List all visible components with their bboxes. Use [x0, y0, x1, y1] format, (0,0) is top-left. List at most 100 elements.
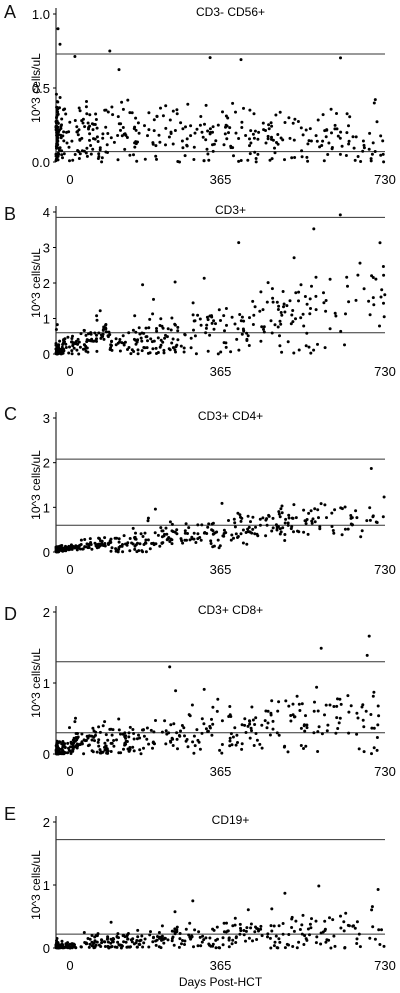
data-point: [249, 129, 253, 133]
data-point: [324, 940, 328, 944]
data-point: [189, 124, 193, 128]
data-point: [188, 714, 192, 718]
data-point: [82, 752, 86, 756]
data-point: [251, 323, 255, 326]
data-point: [198, 123, 202, 127]
data-point: [195, 728, 199, 732]
data-point: [265, 523, 269, 527]
data-point: [199, 944, 203, 948]
data-point: [313, 507, 317, 511]
data-point: [98, 730, 102, 734]
data-point: [234, 131, 238, 135]
data-point: [154, 939, 158, 943]
data-point: [159, 526, 163, 530]
data-point: [131, 937, 135, 941]
data-point: [270, 699, 274, 703]
data-point: [297, 290, 301, 294]
data-point: [336, 727, 340, 730]
data-point: [118, 349, 122, 353]
data-point: [312, 227, 316, 231]
data-point: [76, 342, 80, 346]
data-point: [358, 945, 362, 949]
data-point: [168, 520, 172, 524]
data-point: [259, 924, 263, 928]
data-point: [342, 920, 346, 924]
data-point: [176, 325, 180, 329]
data-point: [169, 132, 173, 135]
data-point: [225, 323, 228, 327]
data-point: [153, 507, 157, 511]
data-point: [89, 144, 93, 147]
data-point: [283, 121, 287, 124]
data-point: [160, 541, 164, 545]
data-point: [249, 922, 253, 926]
data-point: [185, 738, 189, 741]
data-point: [371, 694, 375, 698]
data-point: [171, 142, 175, 146]
data-point: [369, 467, 373, 470]
data-point: [77, 106, 81, 110]
data-point: [289, 322, 293, 326]
data-point: [93, 939, 97, 943]
data-point: [81, 547, 85, 551]
data-point: [56, 136, 60, 140]
data-point: [109, 343, 113, 347]
data-point: [364, 709, 368, 713]
data-point: [55, 744, 59, 748]
data-point: [132, 737, 136, 741]
data-point: [90, 934, 94, 937]
data-point: [239, 515, 242, 519]
data-point: [99, 751, 103, 755]
data-point: [146, 516, 150, 520]
data-point: [155, 327, 158, 330]
data-point: [207, 522, 211, 526]
data-point: [62, 139, 66, 143]
data-point: [315, 935, 319, 939]
data-point: [181, 146, 185, 150]
data-point: [175, 112, 179, 116]
data-point: [180, 942, 183, 946]
data-point: [372, 101, 376, 105]
data-point: [60, 939, 64, 943]
data-point: [300, 149, 304, 153]
data-point: [293, 156, 297, 159]
data-point: [215, 925, 219, 929]
data-point: [81, 117, 85, 121]
data-point: [60, 544, 64, 547]
data-point: [278, 940, 282, 944]
data-point: [62, 152, 66, 156]
data-point: [122, 341, 126, 345]
data-point: [309, 509, 313, 513]
data-point: [174, 689, 178, 693]
data-point: [273, 151, 277, 155]
data-point: [104, 125, 108, 129]
data-point: [192, 145, 196, 149]
data-point: [339, 914, 342, 918]
x-tick-label: 730: [374, 562, 396, 577]
data-point: [75, 736, 79, 740]
data-point: [171, 337, 175, 341]
data-point: [54, 342, 58, 345]
data-point: [103, 720, 107, 724]
data-point: [334, 731, 338, 735]
data-point: [96, 140, 100, 143]
data-point: [228, 744, 232, 748]
data-point: [236, 327, 240, 331]
data-point: [221, 534, 225, 538]
data-point: [198, 747, 202, 751]
data-point: [208, 333, 212, 337]
data-point: [370, 752, 373, 756]
data-point: [233, 923, 237, 927]
data-point: [240, 315, 244, 319]
data-point: [160, 535, 164, 539]
data-point: [350, 516, 354, 520]
data-point: [316, 342, 319, 346]
data-point: [370, 274, 374, 278]
data-point: [348, 115, 352, 119]
data-point: [338, 152, 342, 156]
x-tick-label: 365: [210, 172, 232, 187]
data-point: [183, 943, 186, 946]
data-point: [381, 515, 385, 519]
data-point: [199, 538, 203, 542]
data-point: [100, 941, 104, 945]
